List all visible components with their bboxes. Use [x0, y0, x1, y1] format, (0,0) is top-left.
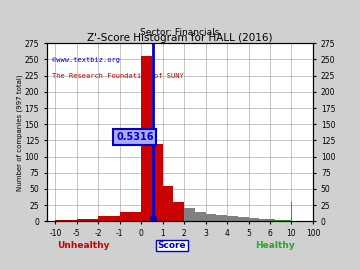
Bar — [206, 214, 216, 221]
Text: 0.5316: 0.5316 — [116, 132, 154, 142]
Text: Sector: Financials: Sector: Financials — [140, 28, 220, 37]
Bar — [152, 144, 163, 221]
Text: The Research Foundation of SUNY: The Research Foundation of SUNY — [52, 73, 184, 79]
Bar — [259, 219, 270, 221]
Title: Z'-Score Histogram for HALL (2016): Z'-Score Histogram for HALL (2016) — [87, 33, 273, 43]
Bar — [141, 56, 152, 221]
Bar — [286, 220, 292, 221]
Text: Healthy: Healthy — [255, 241, 294, 250]
Bar — [270, 220, 275, 221]
Bar — [195, 212, 206, 221]
Bar — [77, 219, 98, 221]
Bar — [163, 186, 174, 221]
Text: Score: Score — [158, 241, 186, 250]
Bar — [98, 216, 120, 221]
Bar — [227, 216, 238, 221]
Text: ©www.textbiz.org: ©www.textbiz.org — [52, 58, 120, 63]
Bar — [216, 215, 227, 221]
Bar — [248, 218, 259, 221]
Bar — [238, 217, 248, 221]
Y-axis label: Number of companies (997 total): Number of companies (997 total) — [17, 74, 23, 191]
Bar — [174, 202, 184, 221]
Bar — [55, 220, 77, 221]
Bar — [275, 220, 281, 221]
Text: Unhealthy: Unhealthy — [58, 241, 110, 250]
Bar — [184, 208, 195, 221]
Bar — [120, 212, 141, 221]
Bar — [281, 220, 286, 221]
